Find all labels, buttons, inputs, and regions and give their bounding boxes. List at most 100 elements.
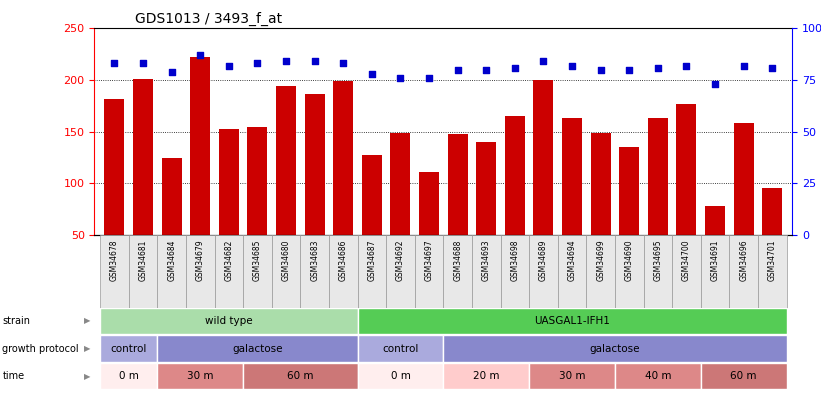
Bar — [615, 235, 644, 324]
Point — [508, 64, 521, 71]
Text: 20 m: 20 m — [473, 371, 499, 381]
Text: GSM34679: GSM34679 — [195, 239, 204, 281]
Point — [308, 58, 321, 65]
Point — [136, 60, 149, 67]
Bar — [100, 335, 158, 362]
Bar — [305, 94, 324, 287]
Bar — [357, 335, 443, 362]
Text: 60 m: 60 m — [731, 371, 757, 381]
Text: GSM34692: GSM34692 — [396, 239, 405, 281]
Text: GSM34678: GSM34678 — [110, 239, 119, 281]
Bar — [247, 128, 268, 287]
Text: GSM34695: GSM34695 — [654, 239, 663, 281]
Bar — [329, 235, 357, 324]
Bar — [243, 363, 357, 389]
Point — [737, 62, 750, 69]
Text: 30 m: 30 m — [559, 371, 585, 381]
Bar — [443, 335, 787, 362]
Point — [680, 62, 693, 69]
Bar — [530, 235, 557, 324]
Bar — [391, 133, 410, 287]
Point — [537, 58, 550, 65]
Text: GSM34686: GSM34686 — [339, 239, 348, 281]
Bar — [243, 235, 272, 324]
Point — [108, 60, 121, 67]
Bar — [644, 235, 672, 324]
Bar — [505, 116, 525, 287]
Bar — [734, 124, 754, 287]
Point — [566, 62, 579, 69]
Bar — [186, 235, 214, 324]
Text: GSM34693: GSM34693 — [482, 239, 491, 281]
Text: GSM34699: GSM34699 — [596, 239, 605, 281]
Point — [423, 75, 436, 81]
Text: galactose: galactose — [589, 343, 640, 354]
Bar — [158, 335, 357, 362]
Text: GSM34681: GSM34681 — [139, 239, 148, 281]
Text: GSM34684: GSM34684 — [167, 239, 177, 281]
Bar — [133, 79, 153, 287]
Bar — [272, 235, 300, 324]
Bar — [219, 128, 239, 287]
Bar — [701, 235, 729, 324]
Text: 60 m: 60 m — [287, 371, 314, 381]
Text: ▶: ▶ — [84, 316, 90, 326]
Bar — [362, 156, 382, 287]
Bar — [701, 363, 787, 389]
Bar — [100, 363, 158, 389]
Text: 40 m: 40 m — [644, 371, 671, 381]
Bar — [415, 235, 443, 324]
Text: 0 m: 0 m — [391, 371, 410, 381]
Text: ▶: ▶ — [84, 344, 90, 353]
Point — [251, 60, 264, 67]
Text: growth protocol: growth protocol — [2, 343, 79, 354]
Bar — [619, 147, 640, 287]
Bar — [158, 235, 186, 324]
Text: GSM34698: GSM34698 — [511, 239, 520, 281]
Bar — [443, 235, 472, 324]
Text: GSM34701: GSM34701 — [768, 239, 777, 281]
Point — [365, 70, 378, 77]
Bar — [129, 235, 158, 324]
Text: control: control — [383, 343, 419, 354]
Text: GSM34680: GSM34680 — [282, 239, 291, 281]
Text: 30 m: 30 m — [187, 371, 213, 381]
Text: time: time — [2, 371, 25, 381]
Bar — [586, 235, 615, 324]
Bar — [729, 235, 758, 324]
Point — [651, 64, 664, 71]
Bar — [100, 308, 357, 334]
Point — [222, 62, 236, 69]
Text: galactose: galactose — [232, 343, 282, 354]
Bar — [590, 133, 611, 287]
Text: 0 m: 0 m — [119, 371, 139, 381]
Bar — [276, 86, 296, 287]
Text: wild type: wild type — [205, 316, 253, 326]
Bar — [615, 363, 701, 389]
Text: GSM34694: GSM34694 — [567, 239, 576, 281]
Bar — [672, 235, 701, 324]
Bar — [419, 172, 439, 287]
Bar — [333, 81, 353, 287]
Bar — [447, 134, 468, 287]
Bar — [443, 363, 530, 389]
Bar — [104, 98, 125, 287]
Bar — [357, 235, 386, 324]
Text: GSM34682: GSM34682 — [224, 239, 233, 281]
Bar — [162, 158, 181, 287]
Bar — [530, 363, 615, 389]
Point — [479, 66, 493, 73]
Bar — [476, 142, 496, 287]
Point — [194, 52, 207, 58]
Bar — [501, 235, 530, 324]
Bar — [534, 80, 553, 287]
Text: ▶: ▶ — [84, 371, 90, 381]
Point — [766, 64, 779, 71]
Bar — [100, 235, 129, 324]
Bar — [677, 104, 696, 287]
Text: GSM34688: GSM34688 — [453, 239, 462, 281]
Text: GSM34689: GSM34689 — [539, 239, 548, 281]
Point — [709, 81, 722, 87]
Text: GSM34697: GSM34697 — [424, 239, 433, 281]
Bar — [472, 235, 501, 324]
